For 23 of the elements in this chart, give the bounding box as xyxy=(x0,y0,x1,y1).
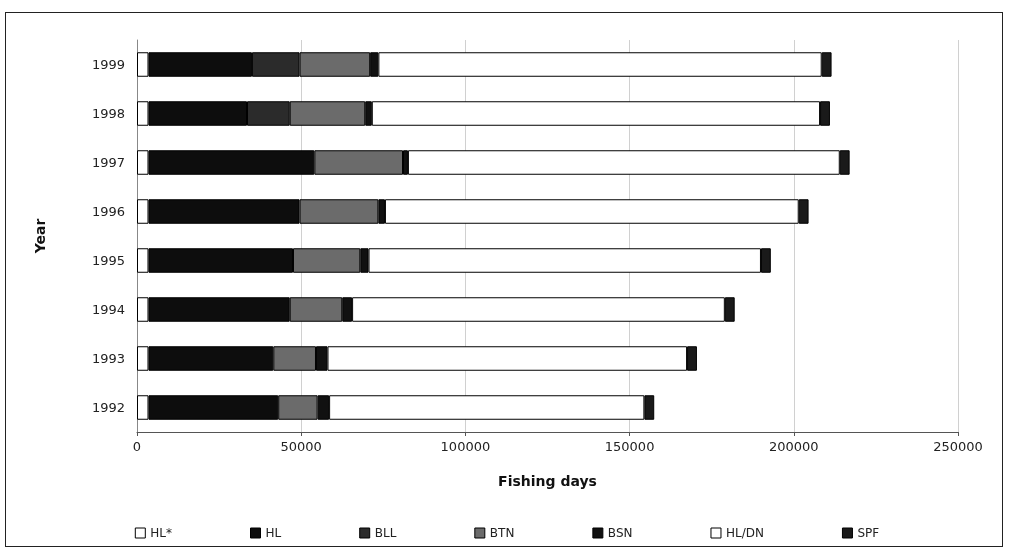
x-tick-label: 250000 xyxy=(933,439,983,454)
legend-label: HL xyxy=(265,526,282,540)
y-tick-label: 1996 xyxy=(91,204,125,219)
legend-label: BSN xyxy=(607,526,633,540)
x-tick-label: 150000 xyxy=(604,439,655,454)
legend-label: SPF xyxy=(857,526,880,540)
legend-label: BLL xyxy=(374,526,397,540)
y-tick-label: 1995 xyxy=(91,253,125,268)
legend-label: BTN xyxy=(489,526,515,540)
y-tick-label: 1998 xyxy=(91,106,125,121)
y-axis-title: Year xyxy=(32,218,48,255)
y-tick-label: 1993 xyxy=(91,351,125,366)
legend-label: HL/DN xyxy=(725,526,764,540)
y-tick-label: 1997 xyxy=(91,155,125,170)
x-tick-label: 50000 xyxy=(280,439,322,454)
y-tick-label: 1999 xyxy=(91,57,125,72)
x-tick-label: 100000 xyxy=(440,439,491,454)
legend-label: HL* xyxy=(150,526,173,540)
y-tick-label: 1992 xyxy=(91,400,125,415)
x-tick-label: 200000 xyxy=(768,439,819,454)
x-tick-label: 0 xyxy=(132,439,142,454)
y-tick-label: 1994 xyxy=(91,302,125,317)
x-axis-title: Fishing days xyxy=(498,473,597,489)
